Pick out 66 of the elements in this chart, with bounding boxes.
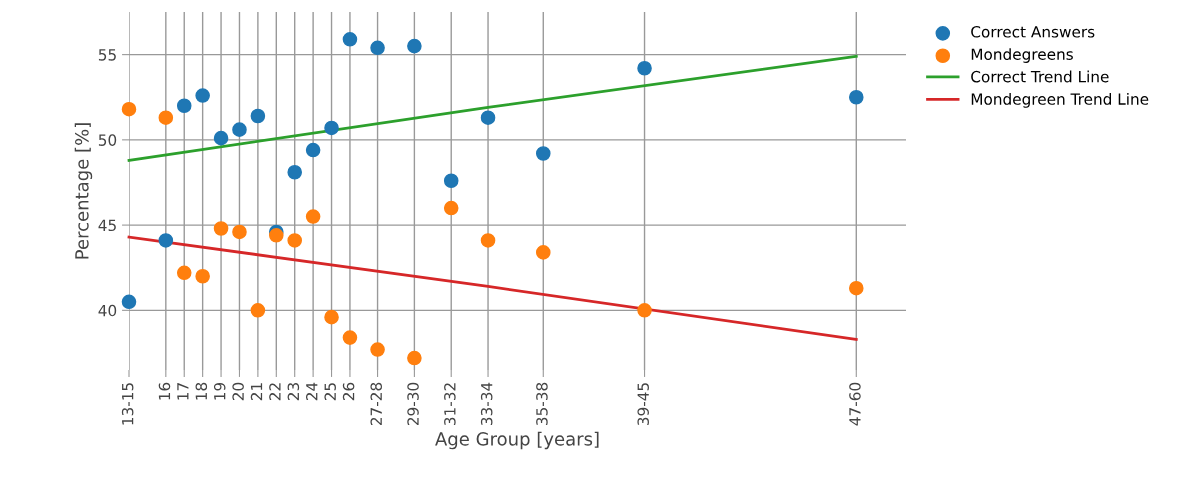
point bbox=[287, 164, 302, 180]
y-axis-title: Percentage [%] bbox=[74, 123, 93, 259]
point bbox=[232, 224, 247, 240]
x-tick-label: 16 bbox=[158, 382, 171, 400]
point bbox=[305, 209, 321, 224]
point bbox=[637, 60, 652, 76]
point bbox=[195, 88, 210, 103]
x-tick-label: 23 bbox=[287, 383, 300, 401]
point bbox=[269, 228, 284, 243]
point bbox=[121, 294, 137, 310]
point bbox=[370, 40, 385, 56]
point bbox=[158, 110, 174, 125]
point bbox=[342, 31, 358, 47]
y-tick-label: 50 bbox=[98, 134, 117, 146]
point bbox=[324, 120, 339, 136]
x-tick-label: 33-34 bbox=[480, 382, 493, 426]
point bbox=[213, 221, 229, 236]
y-tick-label: 40 bbox=[98, 304, 117, 317]
y-tick-label: 45 bbox=[98, 219, 116, 232]
x-tick-label: 17 bbox=[177, 383, 189, 400]
point bbox=[158, 233, 174, 248]
point bbox=[535, 146, 551, 161]
x-axis-title: Age Group [years] bbox=[435, 431, 599, 450]
point bbox=[250, 108, 266, 124]
x-tick-label: 27-28 bbox=[370, 382, 382, 426]
point bbox=[121, 101, 137, 117]
point bbox=[250, 303, 266, 318]
point bbox=[370, 342, 385, 357]
point bbox=[305, 142, 321, 158]
point bbox=[849, 89, 864, 105]
point bbox=[480, 233, 496, 248]
point bbox=[176, 265, 192, 281]
legend-label: Mondegreens bbox=[971, 48, 1073, 63]
x-tick-label: 35-38 bbox=[536, 382, 548, 426]
point bbox=[176, 98, 192, 114]
point bbox=[324, 309, 339, 325]
legend-label: Mondegreen Trend Line bbox=[971, 93, 1149, 108]
x-tick-label: 22 bbox=[269, 383, 281, 401]
x-tick-label: 13-15 bbox=[121, 383, 134, 425]
point bbox=[443, 173, 459, 189]
legend-label: Correct Answers bbox=[971, 26, 1095, 38]
legend-label: Correct Trend Line bbox=[971, 70, 1109, 83]
x-tick-label: 31-32 bbox=[444, 383, 456, 426]
point bbox=[637, 303, 652, 318]
point bbox=[287, 233, 302, 248]
x-tick-label: 25 bbox=[324, 383, 336, 401]
x-tick-label: 39-45 bbox=[637, 383, 649, 426]
x-tick-label: 47-60 bbox=[849, 382, 861, 426]
x-tick-label: 26 bbox=[342, 382, 355, 401]
x-tick-label: 29-30 bbox=[407, 382, 419, 426]
x-tick-label: 20 bbox=[232, 382, 244, 401]
point bbox=[407, 38, 422, 54]
point bbox=[849, 280, 864, 296]
x-tick-label: 19 bbox=[213, 382, 226, 400]
point bbox=[195, 268, 210, 284]
x-tick-label: 21 bbox=[250, 383, 263, 401]
point bbox=[407, 350, 422, 366]
x-tick-label: 18 bbox=[195, 382, 208, 400]
y-tick-label: 55 bbox=[98, 49, 116, 61]
x-tick-label: 24 bbox=[306, 382, 318, 401]
point bbox=[232, 122, 247, 137]
point bbox=[535, 245, 551, 260]
point bbox=[443, 200, 459, 216]
point bbox=[342, 330, 358, 345]
point bbox=[480, 110, 496, 125]
point bbox=[213, 130, 229, 146]
